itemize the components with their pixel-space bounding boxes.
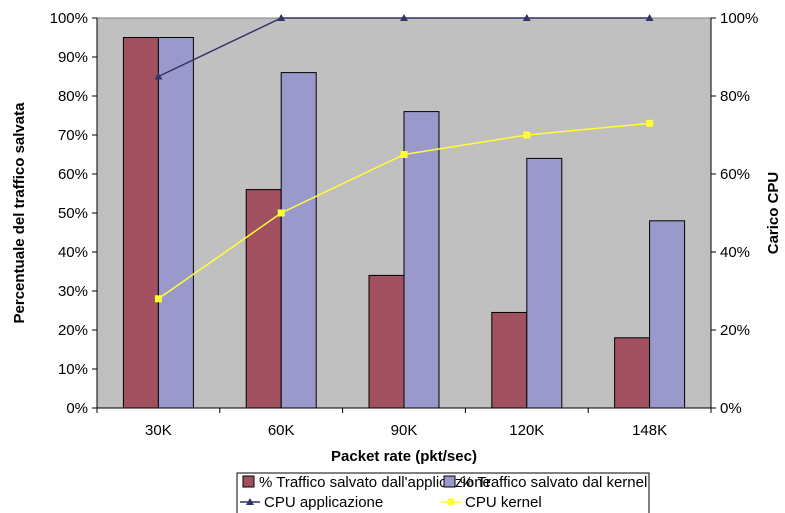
legend-application-traffic-label: % Traffico salvato dall'applicazione — [259, 474, 491, 491]
right-tick-label: 40% — [720, 244, 750, 261]
legend-cpu-application-label: CPU applicazione — [264, 494, 383, 511]
left-tick-label: 20% — [58, 322, 88, 339]
legend-kernel-traffic-label: % Traffico salvato dal kernel — [460, 474, 647, 491]
legend-cpu-kernel-label: CPU kernel — [465, 494, 542, 511]
right-tick-label: 60% — [720, 166, 750, 183]
y2-axis-title: Carico CPU — [765, 172, 782, 255]
left-tick-label: 100% — [50, 10, 88, 27]
bar-kernel — [403, 111, 440, 409]
left-tick-label: 80% — [58, 88, 88, 105]
left-tick-label: 30% — [58, 283, 88, 300]
legend-kernel-traffic-swatch — [443, 475, 456, 488]
left-tick-label: 60% — [58, 166, 88, 183]
x-tick-label: 148K — [632, 422, 667, 439]
bars-layer — [122, 37, 686, 409]
right-axis: 0% 20% 40% 60% 80% 100% — [710, 10, 758, 417]
x-tick-label: 90K — [391, 422, 418, 439]
right-tick-label: 80% — [720, 88, 750, 105]
legend-box — [236, 472, 650, 513]
left-tick-label: 50% — [58, 205, 88, 222]
left-tick-label: 40% — [58, 244, 88, 261]
x-tick-label: 30K — [145, 422, 172, 439]
legend: % Traffico salvato dall'applicazione% Tr… — [236, 472, 650, 513]
point-cpu-kernel — [400, 151, 408, 158]
right-tick-label: 100% — [720, 10, 758, 27]
point-cpu-kernel — [277, 209, 285, 217]
left-tick-label: 70% — [58, 127, 88, 144]
right-tick-label: 20% — [720, 322, 750, 339]
legend-cpu-kernel-marker — [447, 498, 455, 506]
point-cpu-application — [400, 14, 408, 21]
bar-kernel — [649, 220, 686, 409]
bar-kernel — [526, 157, 563, 409]
point-cpu-application — [645, 14, 654, 21]
bar-kernel — [280, 72, 317, 409]
legend-application-traffic-swatch — [242, 475, 255, 488]
x-tick-label: 120K — [509, 422, 544, 439]
legend-cpu-application-marker — [246, 498, 254, 505]
point-cpu-kernel — [523, 131, 531, 139]
bar-application — [491, 311, 528, 409]
point-cpu-kernel — [646, 119, 654, 127]
left-tick-label: 90% — [58, 49, 88, 66]
x-tick-label: 60K — [268, 422, 295, 439]
point-cpu-application — [522, 14, 531, 21]
x-axis-title: Packet rate (pkt/sec) — [331, 448, 477, 465]
left-tick-label: 10% — [58, 361, 88, 378]
bar-application — [122, 37, 159, 409]
bar-application — [368, 274, 405, 409]
right-tick-label: 0% — [720, 400, 742, 417]
x-axis: 30K 60K 90K 120K 148K — [96, 407, 712, 439]
y-axis-title: Percentuale del traffico salvata — [11, 102, 28, 324]
bar-application — [614, 337, 651, 409]
bar-kernel — [157, 37, 194, 409]
left-tick-label: 0% — [66, 400, 88, 417]
lines-layer — [154, 14, 654, 303]
left-axis: 0% 10% 20% 30% 40% 50% 60% 70% 80% 90% 100% — [50, 10, 98, 417]
point-cpu-kernel — [154, 295, 162, 303]
point-cpu-application — [277, 14, 286, 21]
point-cpu-application — [154, 72, 163, 80]
bar-application — [245, 189, 282, 409]
